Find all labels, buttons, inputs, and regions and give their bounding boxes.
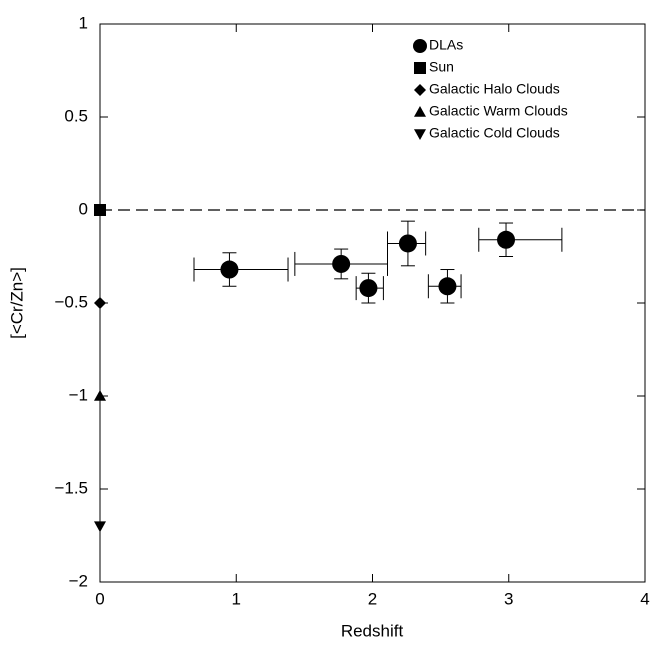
- y-tick-label: −2: [69, 571, 88, 590]
- legend-label: Galactic Cold Clouds: [429, 125, 560, 141]
- marker: [94, 521, 106, 533]
- y-tick-label: 1: [79, 13, 88, 32]
- legend-label: Galactic Warm Clouds: [429, 103, 568, 119]
- marker: [414, 84, 426, 96]
- marker: [332, 254, 351, 273]
- y-tick-label: −1: [69, 385, 88, 404]
- marker: [414, 129, 426, 140]
- x-tick-label: 0: [95, 589, 104, 608]
- x-tick-label: 1: [232, 589, 241, 608]
- x-tick-label: 3: [504, 589, 513, 608]
- marker: [94, 390, 106, 401]
- marker: [94, 297, 106, 309]
- legend-label: DLAs: [429, 37, 463, 53]
- legend-label: Galactic Halo Clouds: [429, 81, 560, 97]
- marker: [414, 106, 426, 117]
- marker: [398, 234, 417, 253]
- marker: [438, 277, 457, 296]
- marker: [220, 260, 239, 279]
- x-tick-label: 2: [368, 589, 377, 608]
- marker: [359, 279, 378, 298]
- marker: [94, 204, 106, 216]
- legend-label: Sun: [429, 59, 454, 75]
- y-tick-label: 0.5: [64, 106, 88, 125]
- marker: [414, 62, 426, 74]
- y-tick-label: −0.5: [54, 292, 88, 311]
- x-axis-label: Redshift: [341, 621, 404, 640]
- marker: [413, 39, 427, 53]
- y-tick-label: 0: [79, 199, 88, 218]
- y-tick-label: −1.5: [54, 478, 88, 497]
- y-axis-label: [<Cr/Zn>]: [7, 267, 26, 339]
- x-tick-label: 4: [640, 589, 649, 608]
- marker: [497, 230, 516, 249]
